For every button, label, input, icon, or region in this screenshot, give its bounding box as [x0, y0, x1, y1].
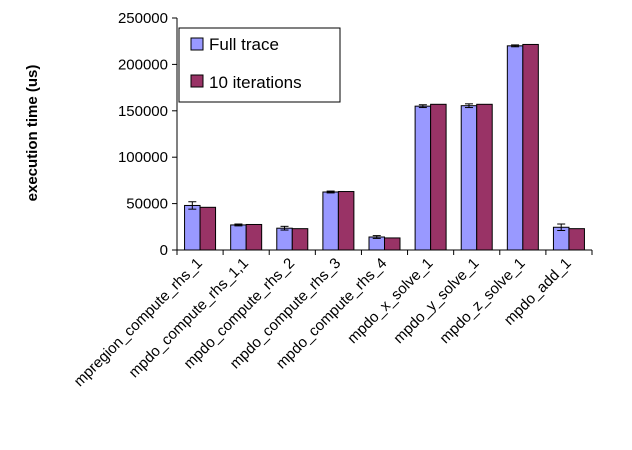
bar-full-trace	[506, 45, 524, 251]
y-axis-ticks: 0 50000 100000 150000 200000 250000	[118, 10, 177, 259]
bar-10-iterations	[291, 228, 309, 251]
bar-full-trace	[322, 191, 339, 251]
category-label: mpdo_z_solve_1	[436, 255, 528, 347]
y-tick-label: 0	[160, 242, 168, 259]
bar-10-iterations	[476, 103, 493, 251]
bar-full-trace	[276, 227, 293, 251]
bar-10-iterations	[245, 223, 263, 251]
y-axis-title: execution time (us)	[24, 65, 41, 202]
bar-10-iterations	[430, 103, 447, 251]
bar-10-iterations	[384, 237, 401, 251]
y-tick-label: 50000	[126, 196, 168, 213]
bar-full-trace	[460, 105, 478, 251]
error-bars	[188, 44, 566, 239]
legend-label-full-trace: Full trace	[209, 35, 279, 54]
y-tick-label: 100000	[118, 149, 168, 166]
category-label: mpdo_x_solve_1	[344, 255, 436, 347]
bar-full-trace	[184, 204, 201, 251]
legend-box	[178, 27, 341, 103]
x-axis-ticks	[176, 250, 593, 255]
legend-swatch-10-iterations	[190, 74, 204, 88]
bar-10-iterations	[337, 191, 355, 251]
bar-10-iterations	[522, 43, 539, 251]
bar-10-iterations	[199, 206, 217, 251]
bar-full-trace	[414, 105, 432, 251]
bar-full-trace	[368, 236, 385, 251]
y-tick-label: 200000	[118, 56, 168, 73]
y-tick-label: 150000	[118, 103, 168, 120]
y-tick-label: 250000	[118, 10, 168, 27]
category-label: mpdo_y_solve_1	[390, 255, 482, 347]
bar-10-iterations	[568, 228, 585, 251]
category-labels: mpregion_compute_rhs_1mpdo_compute_rhs_1…	[71, 255, 575, 390]
legend-swatch-full-trace	[190, 37, 204, 51]
legend: Full trace 10 iterations	[178, 27, 341, 103]
bars	[184, 43, 585, 251]
legend-label-10-iterations: 10 iterations	[209, 73, 302, 92]
bar-full-trace	[230, 224, 247, 251]
